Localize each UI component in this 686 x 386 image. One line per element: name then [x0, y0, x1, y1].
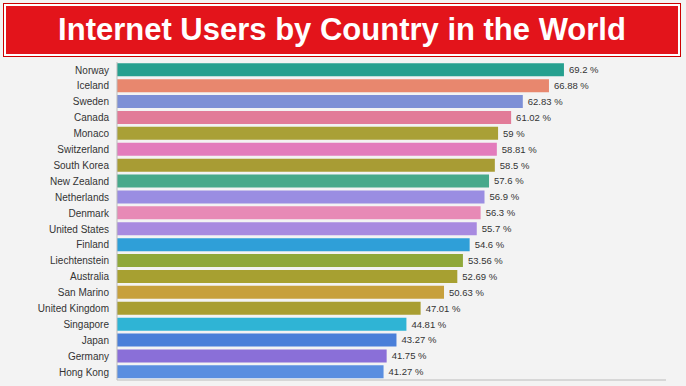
- svg-text:Japan: Japan: [82, 335, 109, 346]
- svg-text:Germany: Germany: [68, 351, 109, 362]
- svg-text:Norway: Norway: [75, 65, 109, 76]
- svg-text:Denmark: Denmark: [68, 208, 110, 219]
- svg-text:54.6 %: 54.6 %: [475, 239, 505, 250]
- svg-text:47.01 %: 47.01 %: [426, 303, 461, 314]
- svg-text:41.27 %: 41.27 %: [389, 366, 424, 377]
- svg-text:Singapore: Singapore: [63, 319, 109, 330]
- svg-text:Hong Kong: Hong Kong: [59, 367, 109, 378]
- svg-text:South Korea: South Korea: [53, 160, 109, 171]
- svg-text:44.81 %: 44.81 %: [411, 319, 446, 330]
- svg-text:55.7 %: 55.7 %: [482, 223, 512, 234]
- svg-text:United Kingdom: United Kingdom: [38, 303, 109, 314]
- svg-text:San Marino: San Marino: [58, 287, 110, 298]
- svg-text:Canada: Canada: [74, 112, 109, 123]
- svg-text:Liechtenstein: Liechtenstein: [50, 255, 109, 266]
- svg-text:Switzerland: Switzerland: [57, 144, 109, 155]
- svg-text:United States: United States: [49, 224, 109, 235]
- svg-text:56.9 %: 56.9 %: [490, 191, 520, 202]
- svg-text:53.56 %: 53.56 %: [468, 255, 503, 266]
- svg-text:57.6 %: 57.6 %: [494, 175, 524, 186]
- svg-text:58.5 %: 58.5 %: [500, 160, 530, 171]
- svg-text:56.3 %: 56.3 %: [486, 207, 516, 218]
- svg-text:Monaco: Monaco: [73, 128, 109, 139]
- svg-text:Iceland: Iceland: [77, 80, 109, 91]
- svg-text:43.27 %: 43.27 %: [401, 334, 436, 345]
- svg-text:Finland: Finland: [76, 239, 109, 250]
- svg-text:Sweden: Sweden: [73, 96, 109, 107]
- html-text:Internet Users by Country in t: Internet Users by Country in the World: [58, 12, 626, 47]
- svg-text:52.69 %: 52.69 %: [462, 271, 497, 282]
- svg-text:41.75 %: 41.75 %: [392, 350, 427, 361]
- svg-text:61.02 %: 61.02 %: [516, 112, 551, 123]
- svg-text:New Zealand: New Zealand: [50, 176, 109, 187]
- svg-text:66.88 %: 66.88 %: [554, 80, 589, 91]
- svg-text:69.2 %: 69.2 %: [569, 64, 599, 75]
- svg-text:50.63 %: 50.63 %: [449, 287, 484, 298]
- svg-text:Australia: Australia: [70, 271, 109, 282]
- svg-text:62.83 %: 62.83 %: [528, 96, 563, 107]
- svg-text:58.81 %: 58.81 %: [502, 144, 537, 155]
- svg-text:59 %: 59 %: [503, 128, 525, 139]
- svg-text:Netherlands: Netherlands: [55, 192, 109, 203]
